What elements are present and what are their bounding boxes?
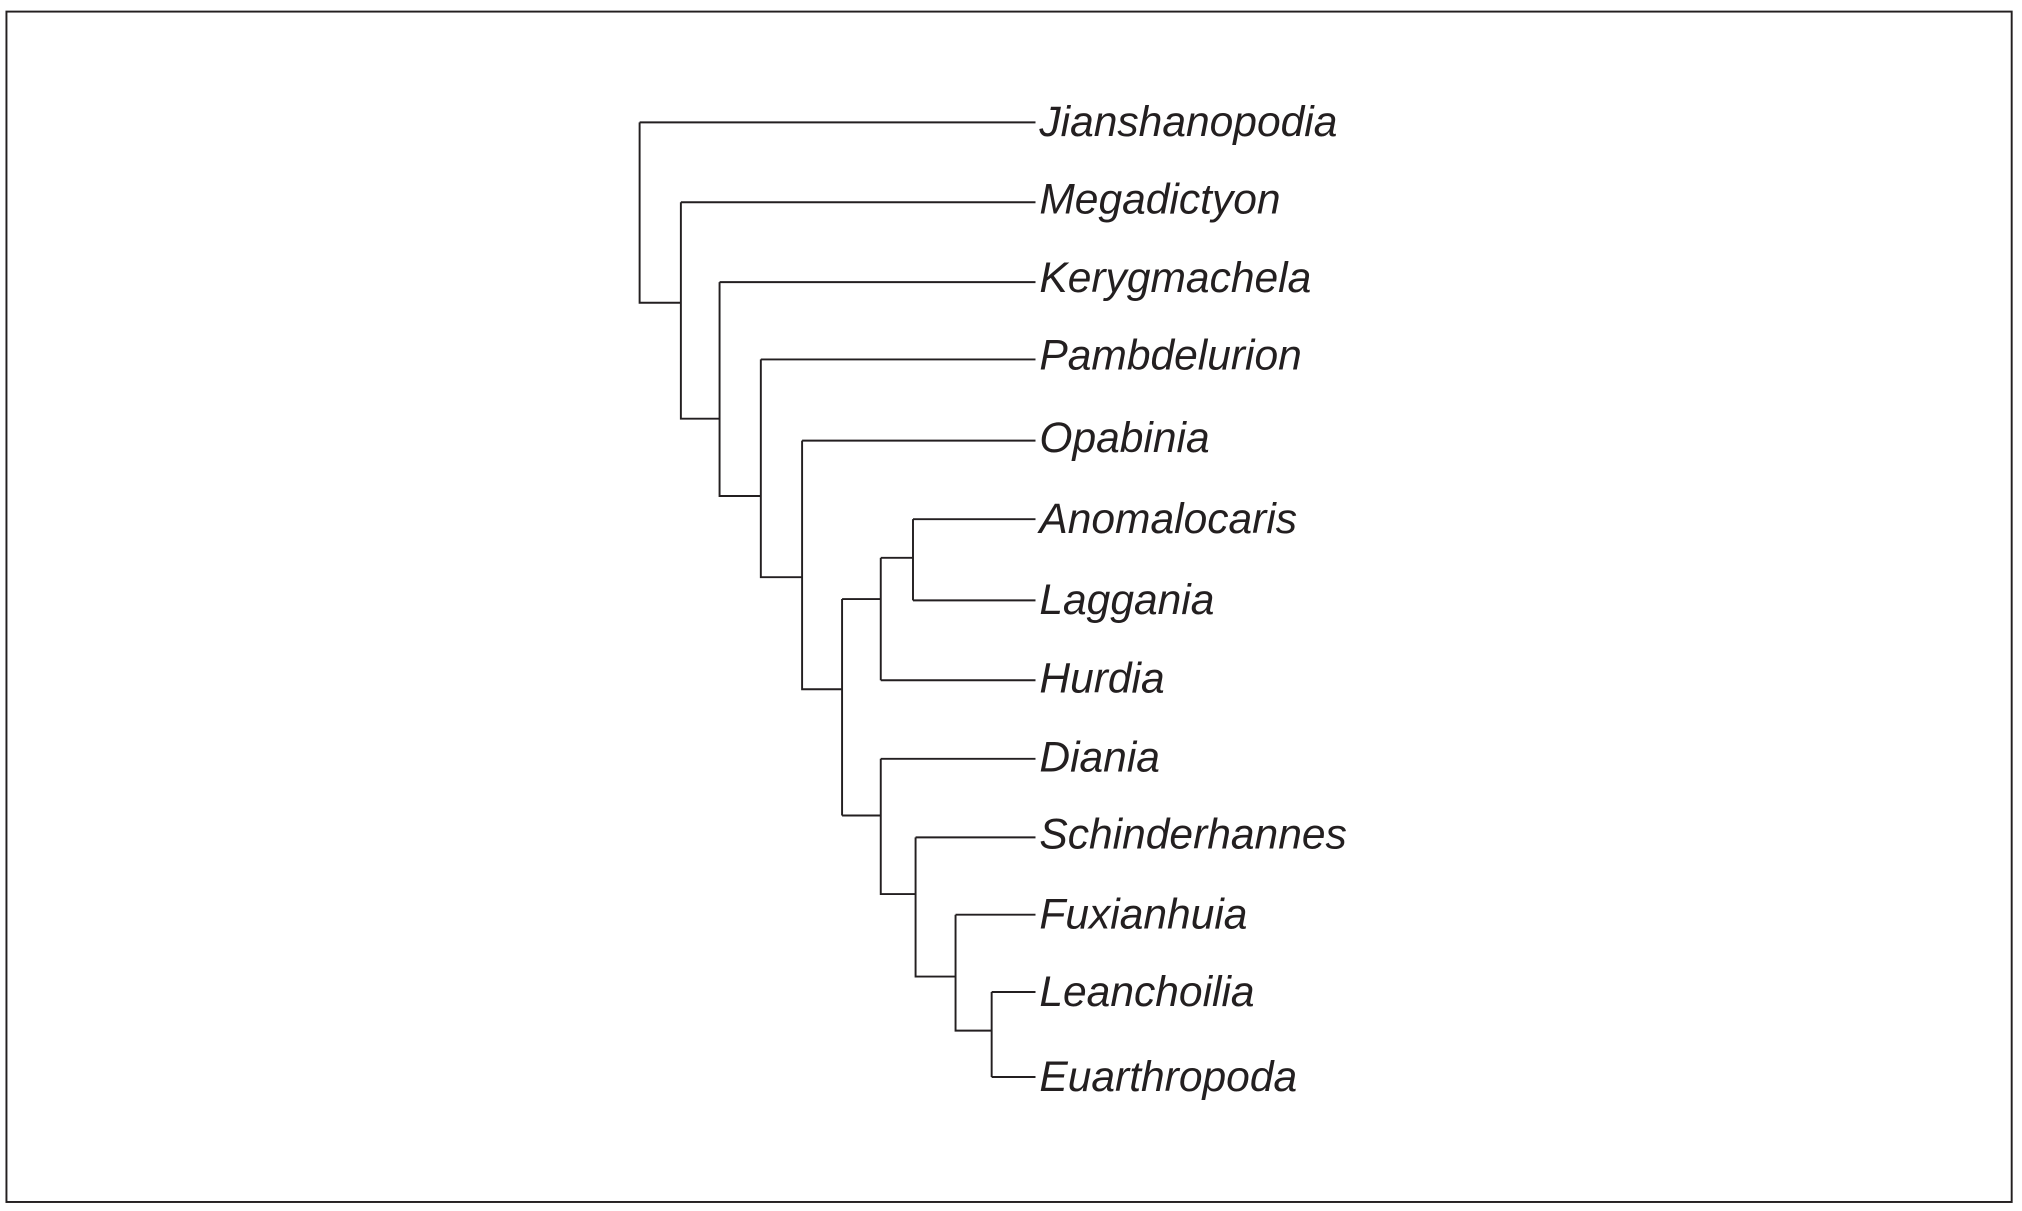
taxon-label: Laggania — [1039, 576, 1214, 624]
taxon-label: Leanchoilia — [1039, 968, 1254, 1016]
taxon-label: Anomalocaris — [1036, 495, 1297, 543]
taxon-label: Jianshanopodia — [1038, 98, 1337, 146]
taxon-label: Schinderhannes — [1039, 811, 1346, 859]
frame — [5, 10, 2013, 1203]
taxon-label: Kerygmachela — [1039, 254, 1311, 302]
taxon-label: Pambdelurion — [1039, 331, 1301, 379]
taxon-label: Megadictyon — [1039, 176, 1280, 224]
taxon-label: Opabinia — [1039, 414, 1209, 462]
taxon-label: Hurdia — [1039, 655, 1164, 703]
taxon-label: Fuxianhuia — [1039, 891, 1247, 939]
taxon-label: Euarthropoda — [1039, 1053, 1297, 1101]
taxon-label: Diania — [1039, 733, 1160, 781]
tree-branches — [638, 121, 1036, 1078]
